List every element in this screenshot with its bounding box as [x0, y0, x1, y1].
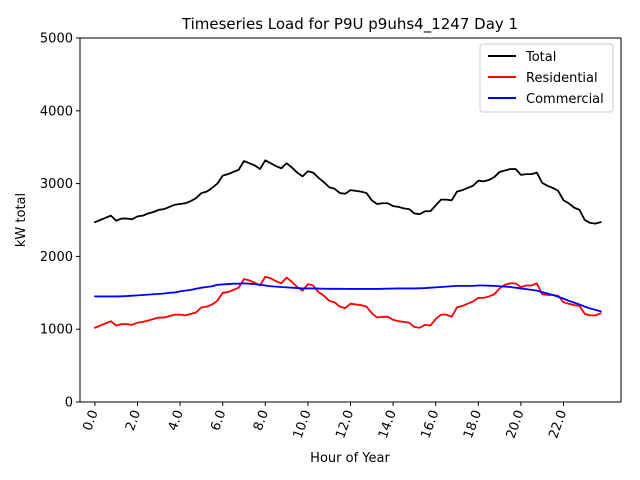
- y-axis: 0 1000 2000 3000 4000 5000: [40, 32, 80, 411]
- y-tick-label: 4000: [40, 104, 73, 119]
- y-tick-label: 5000: [40, 32, 73, 47]
- y-tick-label: 2000: [40, 250, 73, 265]
- x-axis-label: Hour of Year: [310, 451, 390, 466]
- y-tick-label: 0: [65, 396, 73, 411]
- x-tick-label: 6.0: [208, 408, 229, 433]
- x-tick-label: 0.0: [80, 408, 101, 433]
- y-axis-label: kW total: [14, 193, 29, 247]
- series-line-total: [94, 159, 602, 225]
- series-line-residential: [94, 275, 602, 329]
- x-tick-label: 2.0: [123, 408, 144, 433]
- x-tick-label: 4.0: [166, 408, 187, 433]
- legend: Total Residential Commercial: [479, 43, 614, 113]
- chart-title: Timeseries Load for P9U p9uhs4_1247 Day …: [181, 15, 518, 34]
- y-tick-label: 1000: [40, 323, 73, 338]
- legend-label-commercial: Commercial: [526, 92, 604, 107]
- series-layer: [94, 159, 602, 329]
- x-tick-label: 8.0: [251, 408, 272, 433]
- y-tick-label: 3000: [40, 177, 73, 192]
- series-line-commercial: [94, 282, 602, 313]
- legend-label-total: Total: [525, 50, 556, 65]
- legend-label-residential: Residential: [526, 71, 598, 86]
- legend-box: [479, 43, 614, 113]
